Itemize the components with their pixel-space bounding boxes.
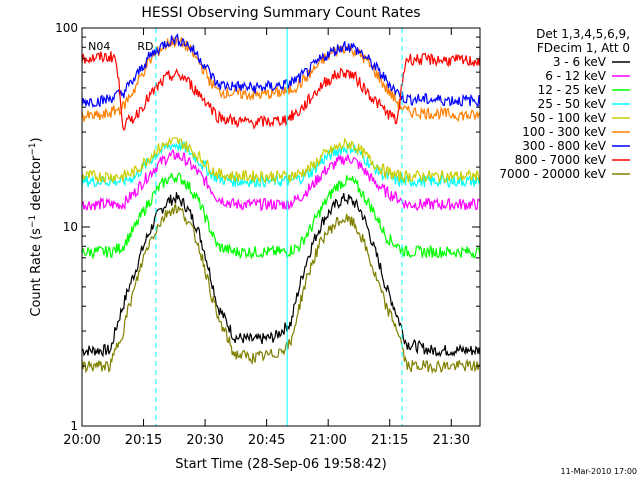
- x-tick-label-0: 20:00: [63, 433, 100, 448]
- x-tick-label-4: 21:00: [309, 433, 346, 448]
- legend-label-4: 50 - 100 keV: [530, 111, 607, 125]
- legend: Det 1,3,4,5,6,9, FDecim 1, Att 0 3 - 6 k…: [499, 27, 630, 181]
- series-line-1: [82, 149, 480, 212]
- y-tick-label-1: 10: [63, 220, 78, 234]
- series-7: [82, 51, 480, 131]
- chart-title: HESSI Observing Summary Count Rates: [141, 5, 420, 21]
- x-axis-label: Start Time (28-Sep-06 19:58:42): [175, 457, 386, 472]
- series-6: [82, 33, 480, 108]
- series-line-2: [82, 172, 480, 260]
- legend-header-2: FDecim 1, Att 0: [537, 41, 630, 55]
- annotation-0: RD: [137, 40, 153, 53]
- legend-label-6: 300 - 800 keV: [522, 139, 606, 153]
- series-layer: [82, 33, 480, 375]
- x-tick-label-2: 20:30: [186, 433, 223, 448]
- series-5: [82, 36, 480, 123]
- annotation-1: N04: [88, 40, 110, 53]
- series-1: [82, 149, 480, 212]
- footer-date: 11-Mar-2010 17:00: [561, 467, 638, 476]
- series-line-0: [82, 192, 480, 358]
- legend-label-0: 3 - 6 keV: [553, 55, 607, 69]
- legend-header-1: Det 1,3,4,5,6,9,: [536, 27, 630, 41]
- x-tick-label-1: 20:15: [125, 433, 162, 448]
- series-line-3: [82, 141, 480, 189]
- series-line-8: [82, 203, 480, 375]
- x-tick-label-3: 20:45: [248, 433, 285, 448]
- series-line-6: [82, 33, 480, 108]
- legend-label-8: 7000 - 20000 keV: [499, 167, 606, 181]
- series-line-7: [82, 51, 480, 131]
- series-3: [82, 141, 480, 189]
- legend-label-2: 12 - 25 keV: [538, 83, 607, 97]
- vertical-markers: RD N04: [88, 28, 481, 426]
- axes-layer: 20:00 20:15 20:30 20:45 21:00 21:15 21:30 1 10 10…: [55, 21, 480, 448]
- series-0: [82, 192, 480, 358]
- legend-label-3: 25 - 50 keV: [538, 97, 607, 111]
- legend-label-1: 6 - 12 keV: [545, 69, 607, 83]
- series-line-5: [82, 36, 480, 123]
- y-tick-label-0: 1: [70, 419, 78, 433]
- legend-label-7: 800 - 7000 keV: [515, 153, 607, 167]
- series-line-4: [82, 136, 480, 185]
- y-axis-label: Count Rate (s−1 detector−1): [28, 137, 44, 316]
- series-4: [82, 136, 480, 185]
- series-2: [82, 172, 480, 260]
- x-tick-label-6: 21:30: [433, 433, 470, 448]
- series-8: [82, 203, 480, 375]
- x-tick-label-5: 21:15: [371, 433, 408, 448]
- legend-label-5: 100 - 300 keV: [522, 125, 606, 139]
- y-tick-label-2: 100: [55, 21, 78, 35]
